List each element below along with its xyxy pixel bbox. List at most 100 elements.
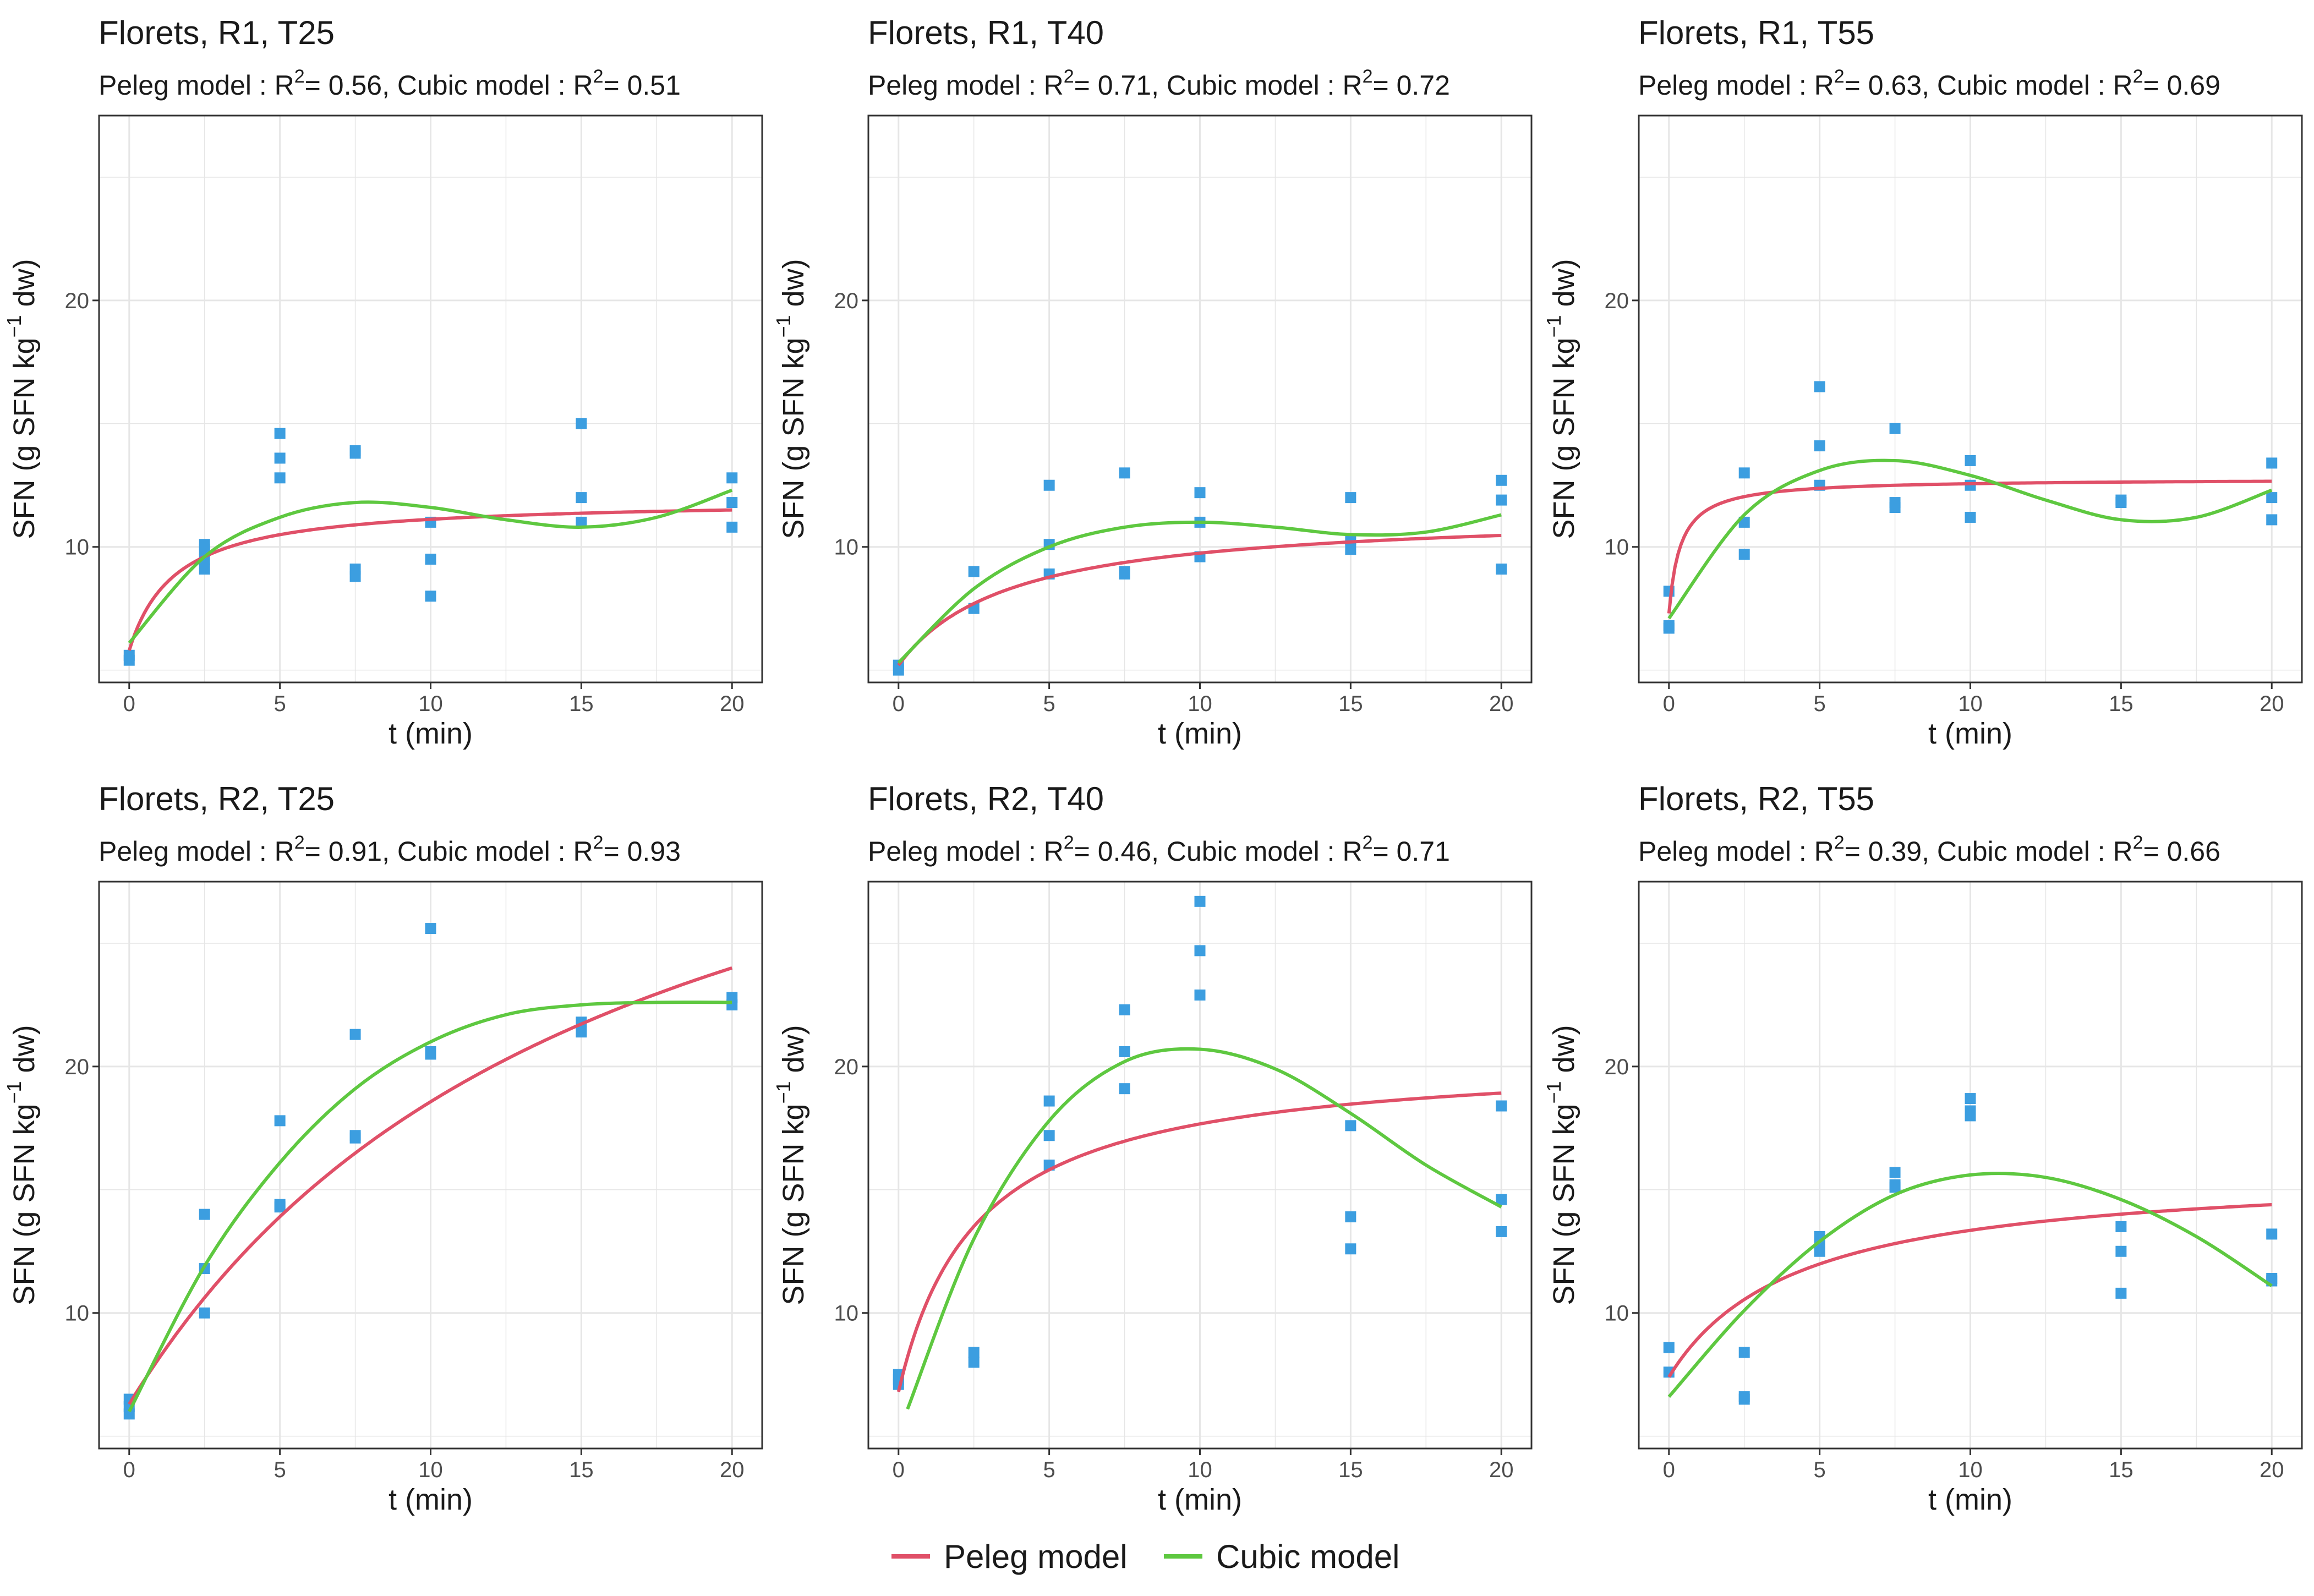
data-point [274,1115,286,1127]
data-point [1194,487,1206,499]
r2-symbol: R [2113,70,2132,101]
data-point [2266,1228,2278,1240]
x-axis: 0 5 10 15 20 [893,682,1514,716]
data-point [1496,494,1507,506]
x-tick-label: 0 [1663,1458,1675,1482]
x-axis-label: t (min) [1158,717,1242,750]
data-point [1496,1100,1507,1112]
subtitle-separator: , Cubic model : [382,836,573,867]
x-tick-label: 5 [1814,692,1826,716]
x-tick-label: 0 [123,692,135,716]
data-point [199,564,210,575]
data-point [2266,457,2278,469]
x-tick-label: 20 [1489,692,1514,716]
x-tick-label: 0 [123,1458,135,1482]
data-point [1814,440,1825,452]
data-point [199,1307,210,1319]
x-tick-label: 10 [1958,1458,1983,1482]
x-tick-label: 0 [1663,692,1675,716]
legend: Peleg model Cubic model [891,1538,1400,1575]
r2-symbol: R [2113,836,2132,867]
x-tick-label: 5 [1043,692,1055,716]
data-point [274,1199,286,1210]
data-point [1738,467,1750,479]
y-axis-label-exponent: −1 [3,315,25,337]
y-axis-label-main: SFN (g SFN kg [8,338,41,539]
r2-superscript: 2 [593,66,604,87]
cubic-curve [1667,1172,2273,1398]
y-tick-label: 20 [65,1055,90,1079]
y-axis-label: SFN (g SFN kg−1 dw) [1542,259,1580,539]
data-point [2266,492,2278,504]
subtitle-peleg-prefix: Peleg model : [99,836,275,867]
r2-superscript: 2 [294,832,305,853]
r2-symbol: R [275,836,294,867]
data-point [1194,895,1206,907]
x-tick-label: 15 [569,1458,594,1482]
x-tick-label: 5 [1043,1458,1055,1482]
data-point [2266,1273,2278,1284]
y-axis: 10 20 [834,1055,868,1326]
data-point [349,564,361,575]
subtitle-cubic-r2: = 0.69 [2143,70,2220,101]
data-point [2115,1245,2127,1257]
y-tick-label: 10 [65,535,90,560]
subtitle-peleg-prefix: Peleg model : [99,70,275,101]
y-axis-label-main: SFN (g SFN kg [8,1104,41,1305]
data-point [726,472,738,484]
subtitle-separator: , Cubic model : [1922,836,2113,867]
y-axis: 10 20 [65,1055,99,1326]
y-axis-label-unit: dw) [8,1025,41,1081]
subtitle-peleg-prefix: Peleg model : [868,70,1044,101]
x-axis: 0 5 10 15 20 [1663,682,2284,716]
x-tick-label: 20 [1489,1458,1514,1482]
data-point [576,1026,587,1038]
panel-title: Florets, R1, T55 [1638,14,1874,51]
r2-symbol: R [573,836,593,867]
data-point [726,497,738,509]
data-point [576,516,587,528]
subtitle-separator: , Cubic model : [382,70,573,101]
y-axis-label: SFN (g SFN kg−1 dw) [772,1025,810,1305]
data-point [2266,514,2278,526]
x-axis-label: t (min) [1158,1483,1242,1516]
data-point [1119,1083,1130,1095]
gridlines [868,882,1531,1449]
y-tick-label: 20 [65,289,90,313]
data-point [123,649,135,661]
data-points [123,418,738,666]
data-point [1889,423,1901,434]
peleg-curve [127,508,732,651]
cubic-curve [906,1047,1502,1410]
data-point [1965,1105,1976,1117]
r2-superscript: 2 [1834,66,1845,87]
panel-title: Florets, R1, T40 [868,14,1104,51]
gridlines [99,882,762,1449]
r2-superscript: 2 [593,832,604,853]
y-tick-label: 10 [834,1302,859,1326]
x-axis: 0 5 10 15 20 [123,682,744,716]
data-point [1345,1211,1356,1223]
data-point [1663,1342,1675,1353]
x-tick-label: 15 [569,692,594,716]
y-axis: 10 20 [1605,1055,1639,1326]
x-axis-label: t (min) [1928,1483,2012,1516]
subtitle-peleg-r2: = 0.46 [1074,836,1151,867]
r2-symbol: R [275,70,294,101]
subtitle-peleg-prefix: Peleg model : [1638,70,1814,101]
r2-superscript: 2 [2133,832,2143,853]
data-point [1119,467,1130,479]
x-tick-label: 0 [893,1458,905,1482]
r2-symbol: R [1342,70,1362,101]
gridlines [1639,882,2302,1449]
y-axis-label-exponent: −1 [772,315,795,337]
data-point [726,992,738,1003]
x-tick-label: 15 [1338,1458,1363,1482]
subtitle-peleg-r2: = 0.56 [305,70,382,101]
panel-subtitle: Peleg model : R2= 0.91, Cubic model : R2… [99,832,681,867]
data-point [1194,945,1206,956]
y-axis-label-main: SFN (g SFN kg [1547,1104,1580,1305]
